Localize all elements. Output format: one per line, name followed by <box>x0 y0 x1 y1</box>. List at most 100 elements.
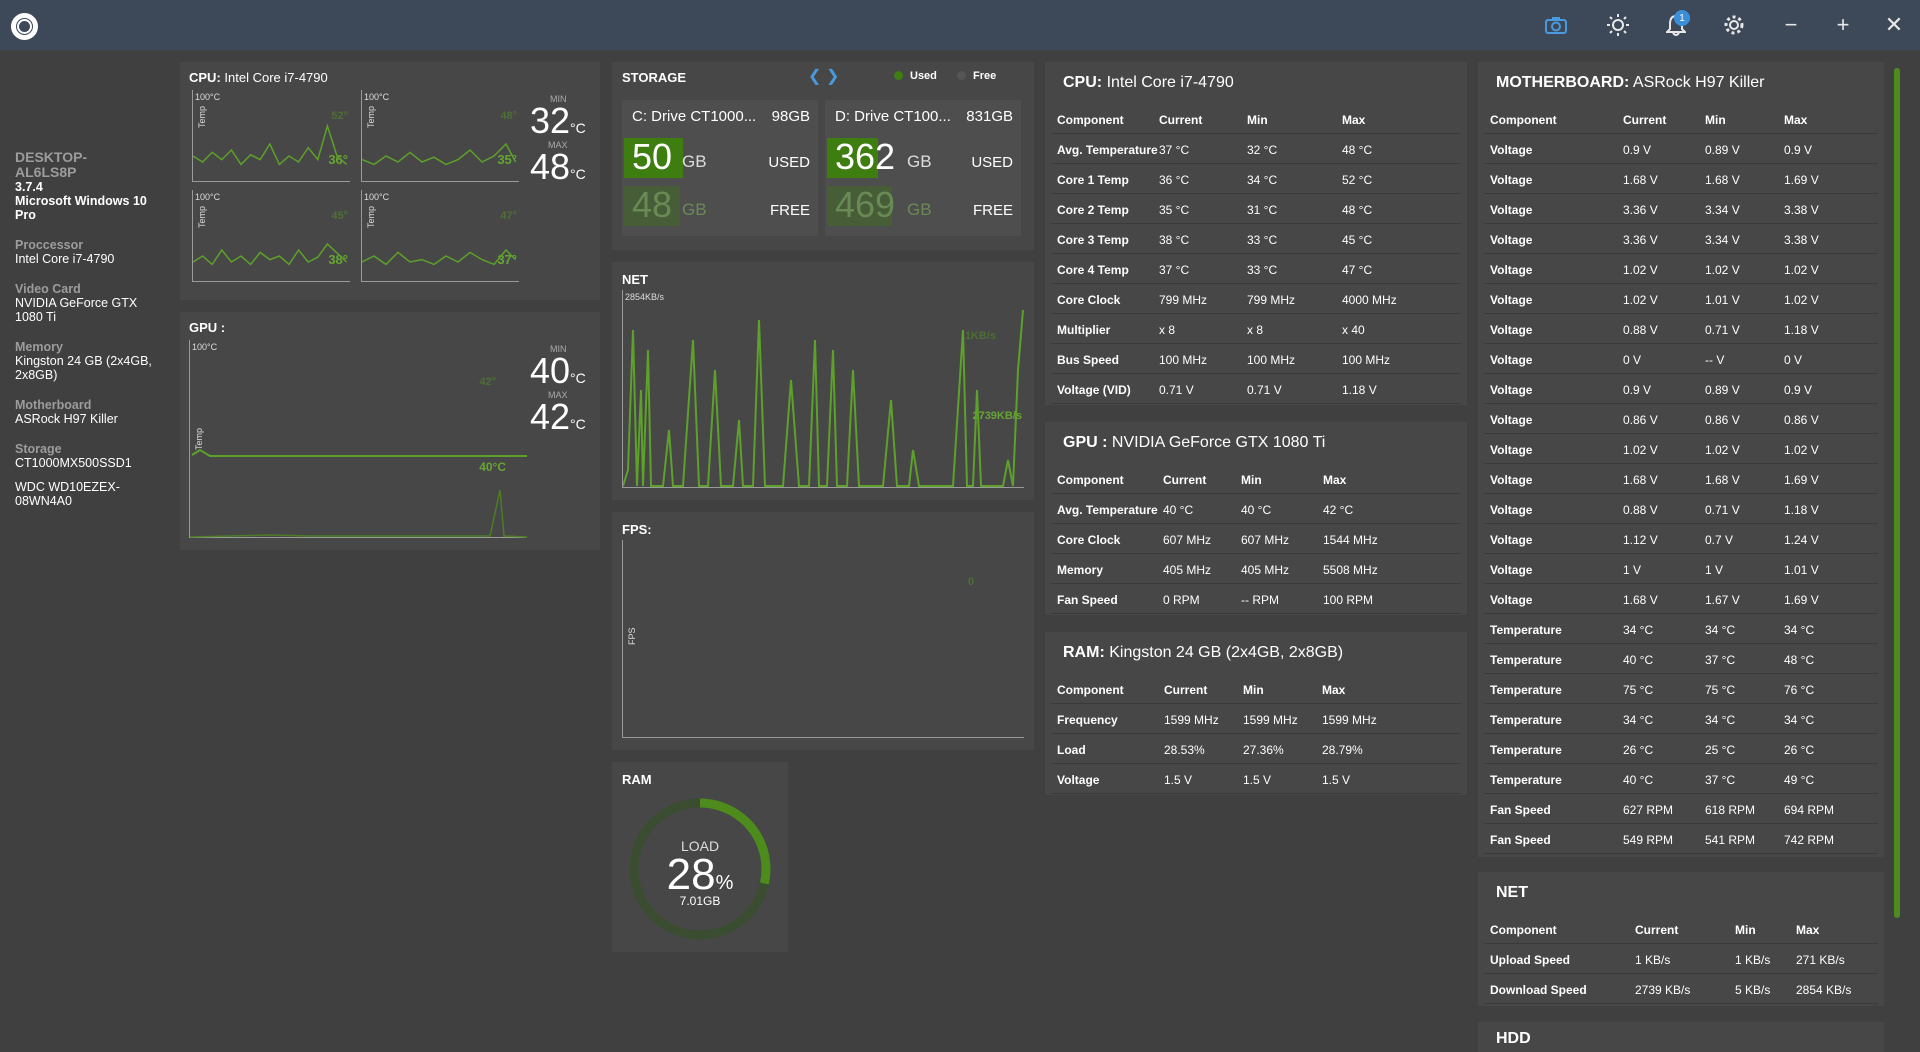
storage-prev-icon[interactable]: ❮ <box>808 68 822 85</box>
table-row-cell: 0.88 V <box>1623 323 1658 337</box>
table-row-cell: 0.71 V <box>1705 323 1740 337</box>
drive-free-unit: GB <box>682 200 707 219</box>
sidebar-info-item: Motherboard ASRock H97 Killer <box>15 398 165 426</box>
table-header-row-cell: Component <box>1057 473 1124 487</box>
notifications-bell-icon[interactable]: 1 <box>1650 0 1702 50</box>
cpu-core-temp-line <box>193 123 348 166</box>
table-row-cell: 75 °C <box>1623 683 1654 697</box>
table-row: Voltage 1.02 V 1.02 V 1.02 V <box>1484 254 1878 284</box>
table-row: Voltage 1.68 V 1.67 V 1.69 V <box>1484 584 1878 614</box>
table-row-cell: Avg. Temperature <box>1057 503 1158 517</box>
sidebar-info-item: Storage CT1000MX500SSD1 <box>15 442 165 470</box>
vertical-scrollbar[interactable] <box>1894 68 1900 918</box>
close-icon[interactable]: ✕ <box>1884 12 1904 37</box>
table-row-cell: 45 °C <box>1342 233 1373 247</box>
cpu-core-temp-graph: 100°C Temp 48° 35° <box>361 90 519 182</box>
table-row-cell: 1.68 V <box>1705 473 1740 487</box>
table-row-cell: 1.02 V <box>1784 443 1819 457</box>
maximize-icon[interactable]: + <box>1836 12 1850 37</box>
table-row-cell: 0.88 V <box>1623 503 1658 517</box>
table-row-cell: 100 MHz <box>1247 353 1296 367</box>
screenshot-camera-icon[interactable] <box>1530 0 1582 50</box>
drive-used-unit: GB <box>682 152 707 171</box>
table-row: Bus Speed 100 MHz 100 MHz 100 MHz <box>1051 344 1461 374</box>
storage-next-icon[interactable]: ❯ <box>826 68 840 85</box>
gpu-graph-scale: 100°C <box>192 342 218 352</box>
cpu-graph-scale: 100°C <box>195 92 221 102</box>
table-row: Voltage 1 V 1 V 1.01 V <box>1484 554 1878 584</box>
table-row-cell: 607 MHz <box>1163 533 1212 547</box>
table-row: Frequency 1599 MHz 1599 MHz 1599 MHz <box>1051 704 1461 734</box>
table-row-cell: 3.34 V <box>1705 233 1740 247</box>
net-graph-faint: 1KB/s <box>964 330 996 342</box>
table-row-cell: 1.12 V <box>1623 533 1658 547</box>
table-header-row-cell: Current <box>1159 113 1203 127</box>
table-row-cell: Temperature <box>1490 623 1562 637</box>
cpu-table-panel: CPU: Intel Core i7-4790 Component Current… <box>1045 62 1467 405</box>
table-row-cell: 49 °C <box>1784 773 1815 787</box>
table-row-cell: Bus Speed <box>1057 353 1120 367</box>
table-header-row-cell: Min <box>1241 473 1262 487</box>
table-header-row-cell: Component <box>1490 113 1557 127</box>
brightness-sun-icon[interactable] <box>1592 0 1644 50</box>
table-row-cell: 271 KB/s <box>1796 953 1845 967</box>
table-row-cell: 1.02 V <box>1623 263 1658 277</box>
table-row-cell: 1.68 V <box>1623 473 1658 487</box>
table-row-cell: 1.68 V <box>1623 593 1658 607</box>
table-row-cell: x 8 <box>1247 323 1264 337</box>
table-row-cell: 3.38 V <box>1784 233 1819 247</box>
cpu-min-temp: 32°C <box>530 100 586 141</box>
table-row-cell: 26 °C <box>1623 743 1654 757</box>
table-row-cell: 1.01 V <box>1784 563 1819 577</box>
table-row-cell: Fan Speed <box>1490 833 1551 847</box>
table-row-cell: 32 °C <box>1247 143 1278 157</box>
sidebar-info-item: Video Card NVIDIA GeForce GTX 1080 Ti <box>15 282 165 324</box>
table-row-cell: 1599 MHz <box>1243 713 1298 727</box>
drive-used-bar <box>827 138 878 178</box>
table-header-row-cell: Current <box>1635 923 1679 937</box>
drive-used-label: USED <box>971 154 1013 171</box>
table-row-cell: 1544 MHz <box>1323 533 1378 547</box>
table-row: Voltage 0 V -- V 0 V <box>1484 344 1878 374</box>
table-row-cell: Voltage <box>1057 773 1100 787</box>
table-header-row-cell: Max <box>1796 923 1820 937</box>
minimize-icon[interactable]: − <box>1784 12 1798 37</box>
table-row-cell: 34 °C <box>1784 713 1815 727</box>
system-info-sidebar: DESKTOP-AL6LS8P 3.7.4 Microsoft Windows … <box>15 150 165 509</box>
drive-card: C: Drive CT1000... 98GB 50 GB USED 48 GB FREE <box>622 100 818 236</box>
cpu-graph-scale: 100°C <box>364 92 390 102</box>
gpu-graph-current: 40°C <box>479 460 506 474</box>
table-row-cell: Core 3 Temp <box>1057 233 1129 247</box>
table-row-cell: 40 °C <box>1241 503 1272 517</box>
table-row-cell: 1599 MHz <box>1164 713 1219 727</box>
table-header-row-cell: Max <box>1322 683 1346 697</box>
settings-gear-icon[interactable] <box>1708 0 1760 50</box>
table-row-cell: 100 MHz <box>1342 353 1391 367</box>
table-row: Voltage 1.68 V 1.68 V 1.69 V <box>1484 164 1878 194</box>
table-row-cell: Core Clock <box>1057 293 1121 307</box>
table-row-cell: 0.9 V <box>1784 383 1813 397</box>
fps-graph-faint: 0 <box>967 576 974 588</box>
table-header-row: Component Current Min Max <box>1051 104 1461 134</box>
os-name: Microsoft Windows 10 Pro <box>15 194 147 222</box>
table-row: Voltage 1.5 V 1.5 V 1.5 V <box>1051 764 1461 794</box>
table-row-cell: 1599 MHz <box>1322 713 1377 727</box>
table-row: Load 28.53% 27.36% 28.79% <box>1051 734 1461 764</box>
cpu-panel: CPU: Intel Core i7-4790 100°C Temp 52° 36° 1… <box>180 62 600 300</box>
table-row-cell: 34 °C <box>1623 713 1654 727</box>
table-row-cell: Voltage (VID) <box>1057 383 1131 397</box>
storage-title: STORAGE <box>622 70 687 85</box>
table-row-cell: 75 °C <box>1705 683 1736 697</box>
table-row: Memory 405 MHz 405 MHz 5508 MHz <box>1051 554 1461 584</box>
table-row-cell: Temperature <box>1490 773 1562 787</box>
table-row-cell: 549 RPM <box>1623 833 1674 847</box>
table-row-cell: 3.36 V <box>1623 203 1658 217</box>
fps-graph-axis: FPS <box>627 627 637 645</box>
used-legend-label: Used <box>910 70 937 82</box>
net-panel-title: NET <box>622 272 648 287</box>
table-row-cell: 1 V <box>1705 563 1724 577</box>
table-row-cell: 1.68 V <box>1705 173 1740 187</box>
table-header-row-cell: Component <box>1490 923 1557 937</box>
table-row-cell: 37 °C <box>1159 143 1190 157</box>
table-row: Fan Speed 627 RPM 618 RPM 694 RPM <box>1484 794 1878 824</box>
